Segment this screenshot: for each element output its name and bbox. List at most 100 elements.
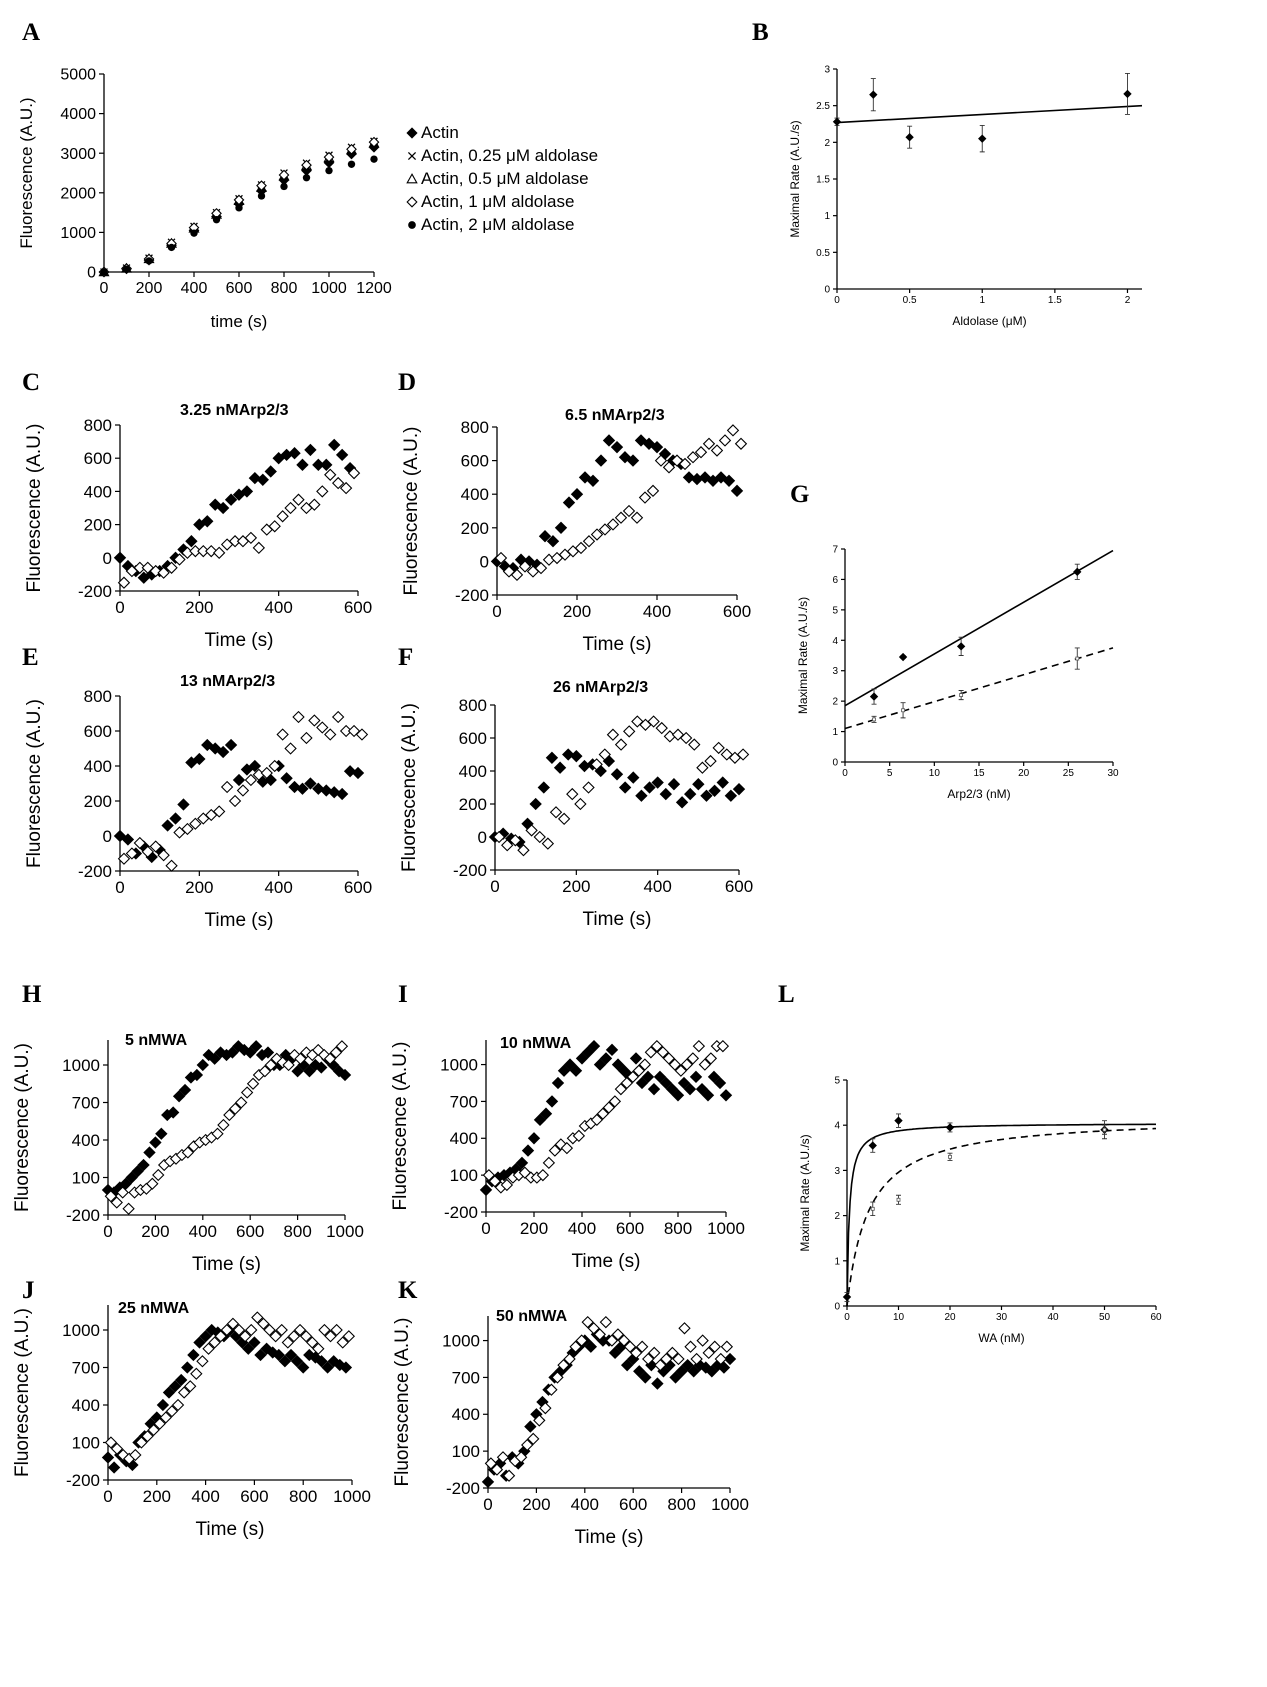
data-point <box>720 1340 734 1353</box>
data-point <box>842 1292 852 1302</box>
data-point <box>484 1457 498 1470</box>
chart-title: 3.25 nMArp2/3 <box>180 402 289 419</box>
x-axis-label: time (s) <box>211 312 268 331</box>
data-point <box>177 798 190 811</box>
data-point <box>541 837 555 850</box>
x-tick-label: 60 <box>1150 1312 1162 1323</box>
data-point <box>832 117 842 126</box>
chart-title: 26 nMArp2/3 <box>553 679 648 696</box>
x-tick-label: 0 <box>492 602 501 621</box>
data-point <box>196 1355 209 1368</box>
data-point <box>165 1405 179 1418</box>
y-tick-label: 200 <box>84 516 112 535</box>
data-point <box>671 728 685 741</box>
data-point <box>201 515 214 528</box>
data-point <box>226 1317 240 1330</box>
data-point <box>581 1315 594 1329</box>
y-tick-label: 1000 <box>60 225 96 242</box>
y-tick-label: 6 <box>832 575 838 586</box>
x-tick-label: 1200 <box>356 280 392 297</box>
data-point <box>269 1330 282 1343</box>
data-point <box>869 692 879 701</box>
series-0 <box>113 438 357 584</box>
data-point <box>304 777 317 790</box>
data-point <box>696 1334 709 1347</box>
data-point <box>623 725 636 738</box>
data-point <box>184 1380 197 1393</box>
x-tick-label: 5 <box>887 768 893 779</box>
data-point <box>156 1398 170 1412</box>
data-point <box>546 535 560 548</box>
data-point <box>113 551 127 564</box>
data-point <box>596 1107 610 1120</box>
data-point <box>702 1346 715 1360</box>
x-tick-label: 0 <box>100 280 109 297</box>
data-point <box>299 1330 313 1343</box>
data-point <box>870 1206 875 1211</box>
data-point <box>587 1322 600 1335</box>
data-point <box>110 1442 124 1455</box>
data-point <box>284 742 297 755</box>
series-0 <box>842 1113 1109 1302</box>
data-point <box>563 1352 576 1366</box>
x-axis-label: Time (s) <box>196 1519 265 1540</box>
legend-marker <box>408 221 416 229</box>
x-tick-label: 20 <box>1018 768 1030 779</box>
y-tick-label: 600 <box>461 452 489 471</box>
data-point <box>171 1398 185 1412</box>
data-point <box>181 1361 194 1374</box>
data-point <box>153 1417 166 1430</box>
data-point <box>149 840 162 853</box>
data-point <box>562 496 576 509</box>
data-point <box>633 1365 646 1378</box>
data-point <box>872 717 876 722</box>
x-tick-label: 200 <box>141 1222 169 1241</box>
series-0 <box>101 1040 352 1199</box>
series-1 <box>104 1311 356 1465</box>
data-point <box>236 784 250 797</box>
data-point <box>700 789 713 802</box>
series-1 <box>104 1040 349 1215</box>
data-point <box>651 1377 664 1390</box>
data-point <box>280 182 288 191</box>
data-point <box>527 1132 541 1145</box>
data-point <box>167 243 176 252</box>
data-point <box>235 1096 248 1109</box>
data-point <box>165 561 178 574</box>
data-point <box>668 1058 682 1071</box>
data-point <box>620 1358 634 1372</box>
data-point <box>482 1168 496 1182</box>
data-point <box>202 1342 215 1355</box>
data-point <box>686 451 700 464</box>
data-point <box>321 1361 334 1374</box>
y-tick-label: 0 <box>834 1302 840 1313</box>
data-point <box>695 1082 709 1096</box>
data-point <box>261 1046 275 1059</box>
data-point <box>308 714 321 727</box>
data-point <box>978 134 987 143</box>
data-point <box>119 1177 132 1190</box>
y-tick-label: 100 <box>72 1433 100 1452</box>
y-tick-label: 1 <box>832 727 838 738</box>
data-point <box>301 159 312 171</box>
data-point <box>708 784 721 797</box>
data-point <box>117 852 131 865</box>
data-point <box>147 1423 160 1437</box>
data-point <box>294 1052 307 1065</box>
data-point <box>296 458 309 472</box>
data-point <box>101 1451 115 1464</box>
data-point <box>638 1058 652 1071</box>
fit-curve <box>846 1127 1156 1307</box>
data-point <box>264 1058 277 1072</box>
data-point <box>614 1082 628 1096</box>
data-point <box>187 1348 200 1362</box>
data-point <box>659 787 672 801</box>
data-point <box>212 216 221 224</box>
data-point <box>702 437 716 450</box>
data-point <box>232 773 246 787</box>
data-point <box>252 541 266 555</box>
x-tick-label: 0 <box>483 1495 492 1514</box>
y-tick-label: 3 <box>832 666 838 677</box>
data-point <box>217 1118 230 1132</box>
data-point <box>275 1323 288 1337</box>
